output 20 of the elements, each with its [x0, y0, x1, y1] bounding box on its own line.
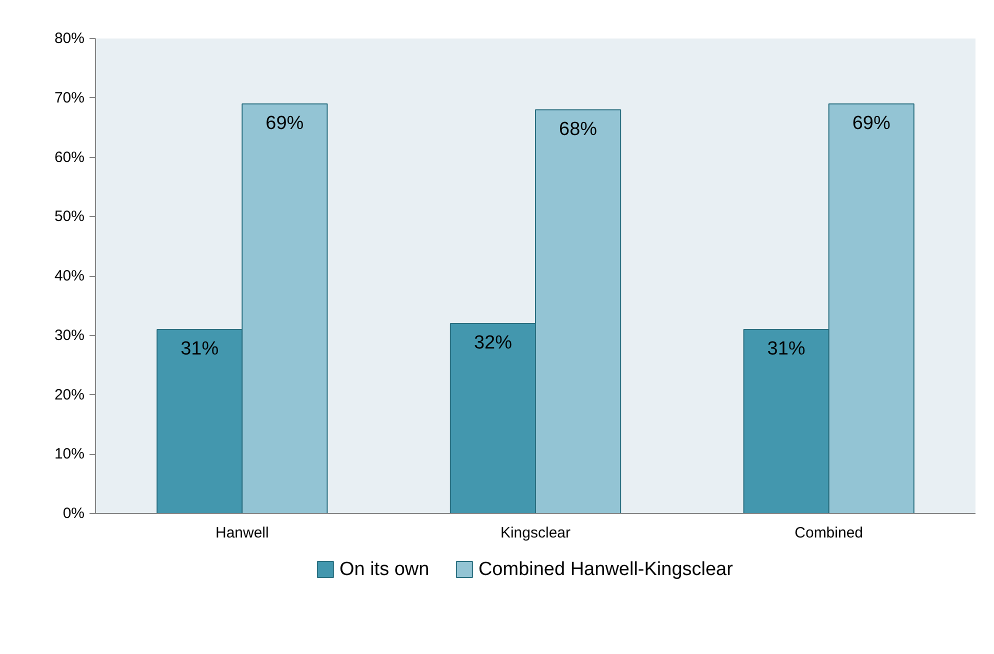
data-label: 69%	[266, 112, 304, 134]
y-tick-label: 50%	[54, 208, 85, 226]
y-tick-label: 40%	[54, 268, 85, 284]
y-tick-label: 0%	[62, 505, 85, 522]
x-tick-label: Combined	[794, 524, 864, 542]
data-label: 68%	[559, 118, 598, 140]
data-label: 69%	[852, 112, 890, 134]
y-tick-label: 10%	[54, 446, 85, 463]
data-label: 32%	[474, 332, 512, 354]
y-tick-label: 20%	[54, 386, 85, 404]
x-tick-label: Hanwell	[215, 524, 269, 542]
data-label: 31%	[767, 338, 806, 360]
data-label: 31%	[180, 338, 219, 360]
x-tick-label: Kingsclear	[500, 524, 571, 542]
y-tick-label: 30%	[54, 326, 85, 344]
y-tick-label: 60%	[54, 148, 85, 166]
y-tick-label: 80%	[54, 30, 85, 47]
y-tick-label: 70%	[54, 89, 85, 106]
legend-label: Combined Hanwell-Kingsclear	[478, 559, 734, 580]
legend-label: On its own	[339, 559, 430, 580]
